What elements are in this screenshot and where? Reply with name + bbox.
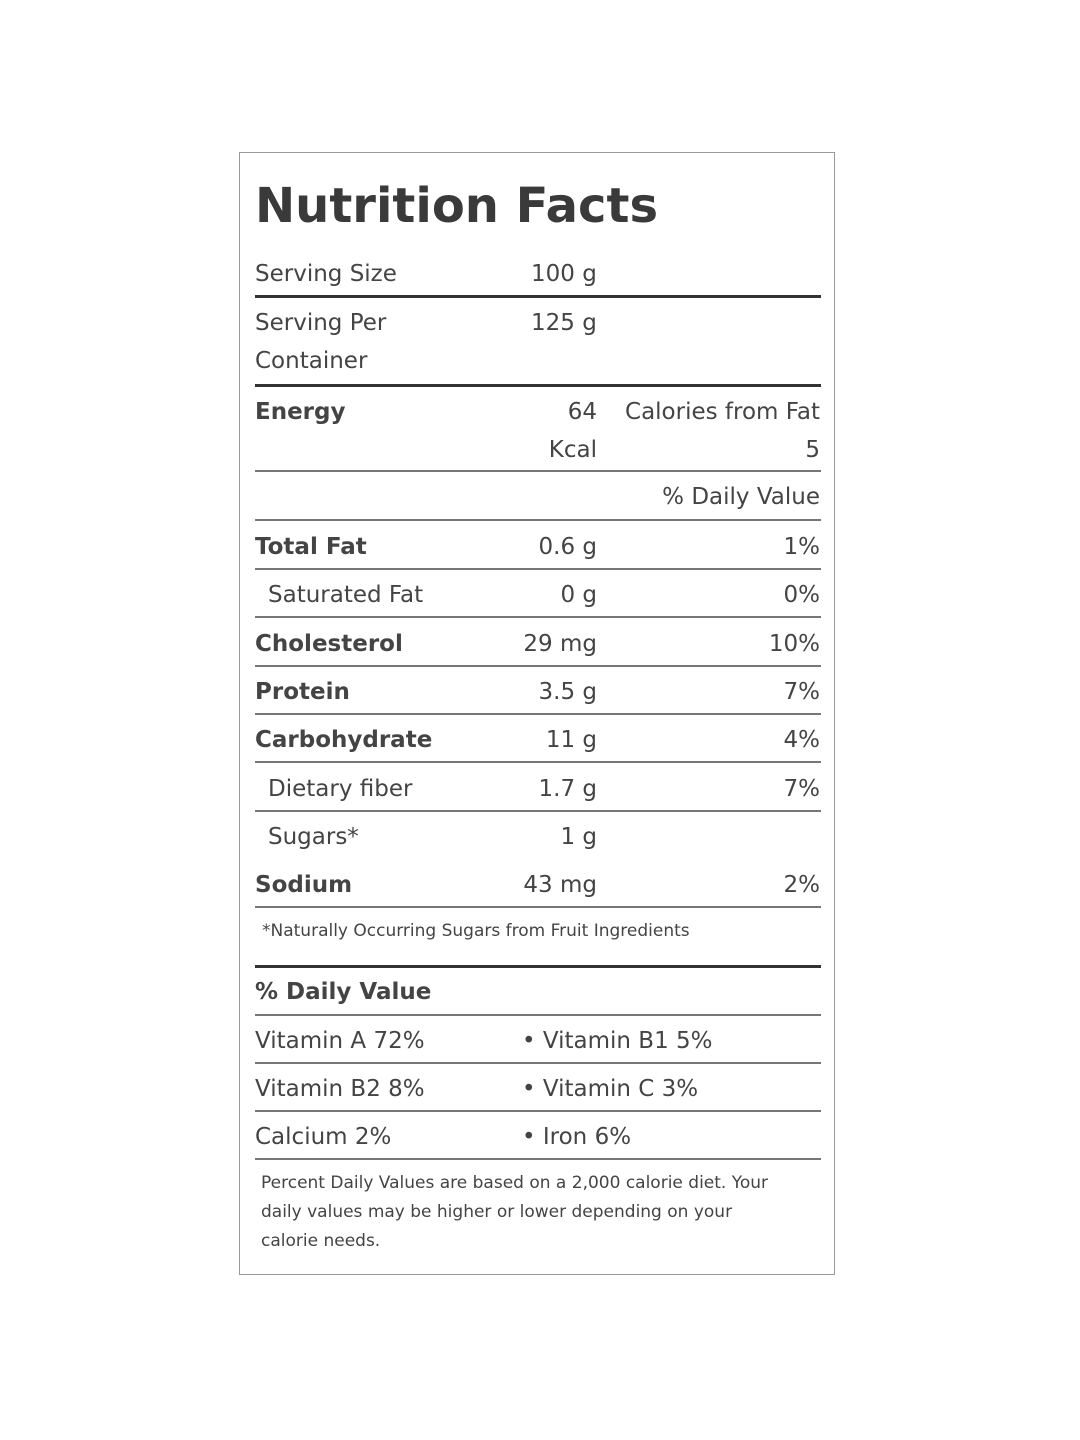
divider	[255, 965, 821, 968]
nutrient-amount: 0 g	[560, 582, 597, 609]
vitamin: • Vitamin B1 5%	[522, 1028, 713, 1054]
nutrient-name: Cholesterol	[255, 630, 403, 657]
nutrient-dv: 2%	[783, 872, 821, 899]
serving-size-value: 100 g	[531, 261, 597, 287]
divider	[255, 1062, 821, 1064]
divider	[255, 1014, 821, 1016]
nutrient-dv: 7%	[783, 678, 821, 705]
label-border	[239, 152, 835, 1275]
vitamin: Vitamin A 72%	[255, 1028, 425, 1054]
vitamins-header: % Daily Value	[255, 979, 432, 1005]
nutrient-amount: 43 mg	[523, 872, 597, 899]
nutrient-name: Protein	[255, 678, 350, 705]
nutrient-amount: 29 mg	[523, 630, 597, 657]
nutrient-name: Total Fat	[255, 534, 367, 560]
vitamin: • Vitamin C 3%	[522, 1076, 699, 1102]
divider	[255, 712, 821, 715]
daily-value-header: % Daily Value	[662, 484, 820, 510]
divider	[255, 470, 821, 472]
nutrient-dv: 10%	[768, 630, 820, 657]
divider	[255, 1158, 821, 1160]
nutrient-dv: 0%	[783, 582, 821, 609]
nutrient-amount: 11 g	[545, 727, 597, 754]
nutrient-name: Sugars*	[268, 823, 359, 850]
divider	[255, 295, 821, 298]
calories-from-fat-value: 5	[805, 437, 820, 463]
footnote-line: calorie needs.	[261, 1231, 381, 1251]
nutrient-name: Saturated Fat	[268, 582, 424, 609]
nutrient-amount: 3.5 g	[538, 678, 598, 705]
nutrient-amount: 0.6 g	[538, 534, 598, 560]
serving-per-label: Container	[255, 348, 368, 374]
nutrient-name: Carbohydrate	[255, 727, 433, 754]
nutrient-dv: 4%	[783, 727, 821, 754]
divider	[255, 616, 821, 619]
energy-amount: 64	[567, 399, 597, 425]
energy-label: Energy	[255, 399, 346, 425]
title: Nutrition Facts	[255, 178, 659, 234]
divider	[255, 664, 821, 667]
divider	[255, 1110, 821, 1112]
sugar-note: *Naturally Occurring Sugars from Fruit I…	[262, 921, 690, 941]
footnote-line: daily values may be higher or lower depe…	[261, 1202, 733, 1222]
divider	[255, 906, 821, 909]
nutrient-dv: 7%	[783, 775, 821, 802]
divider	[255, 761, 821, 764]
serving-per-label: Serving Per	[255, 310, 387, 336]
nutrient-name: Sodium	[255, 872, 353, 899]
vitamin: Calcium 2%	[255, 1124, 392, 1150]
footnote-line: Percent Daily Values are based on a 2,00…	[261, 1173, 769, 1193]
calories-from-fat-label: Calories from Fat	[625, 399, 820, 425]
energy-unit: Kcal	[548, 437, 597, 463]
divider	[255, 568, 821, 570]
serving-per-value: 125 g	[531, 310, 597, 336]
divider	[255, 519, 821, 521]
divider	[255, 384, 821, 387]
vitamin: Vitamin B2 8%	[255, 1076, 425, 1102]
vitamin: • Iron 6%	[522, 1124, 632, 1150]
nutrient-amount: 1.7 g	[538, 775, 598, 802]
nutrient-dv: 1%	[783, 534, 821, 560]
serving-size-label: Serving Size	[255, 261, 397, 287]
nutrient-amount: 1 g	[560, 823, 597, 850]
divider	[255, 809, 821, 812]
nutrient-name: Dietary fiber	[268, 775, 413, 802]
